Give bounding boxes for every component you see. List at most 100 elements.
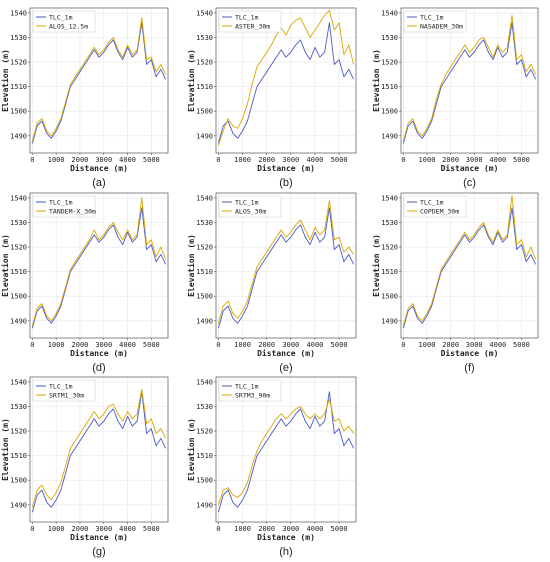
legend-box: [218, 195, 282, 218]
y-tick-label: 1530: [196, 34, 213, 42]
legend-entry: ASTER_30m: [235, 22, 270, 30]
panel-label: (h): [279, 546, 292, 558]
y-tick-label: 1520: [10, 59, 27, 67]
legend-box: [218, 379, 282, 402]
series-line-reference: [402, 22, 537, 144]
panel-f: 0 1000 2000 3000 4000 5000 1490 1500 1510 1520 153…: [371, 192, 539, 374]
y-axis-label: Elevation (m): [371, 234, 381, 297]
legend-entry: TLC_1m: [235, 382, 259, 390]
x-tick-label: 4000: [119, 525, 136, 533]
y-axis-label: Elevation (m): [371, 49, 381, 112]
x-axis-label: Distance (m): [441, 348, 499, 358]
x-tick-label: 3000: [95, 341, 112, 349]
y-tick-label: 1540: [196, 194, 213, 202]
x-tick-label: 5000: [513, 156, 530, 164]
y-tick-label: 1490: [196, 132, 213, 140]
series-line-dem: [31, 17, 167, 141]
panel-d: 0 1000 2000 3000 4000 5000 1490 1500 1510 1520 153…: [0, 192, 169, 374]
panel-label: (d): [92, 362, 105, 374]
series-line-dem: [402, 195, 537, 326]
y-tick-label: 1490: [10, 317, 27, 325]
y-tick-label: 1530: [10, 403, 27, 411]
y-tick-label: 1510: [381, 83, 398, 91]
x-tick-label: 3000: [95, 156, 112, 164]
x-tick-label: 5000: [331, 525, 348, 533]
y-tick-label: 1530: [196, 403, 213, 411]
x-tick-label: 1000: [234, 525, 251, 533]
series-line-reference: [31, 22, 167, 144]
legend-entry: ALOS_30m: [235, 207, 266, 215]
y-tick-label: 1520: [196, 428, 213, 436]
x-tick-label: 1000: [48, 156, 65, 164]
x-tick-label: 1000: [419, 341, 436, 349]
x-tick-label: 2000: [258, 525, 275, 533]
y-tick-label: 1520: [196, 59, 213, 67]
y-tick-label: 1520: [196, 244, 213, 252]
x-axis-label: Distance (m): [441, 163, 499, 173]
panel-g: 0 1000 2000 3000 4000 5000 1490 1500 1510 1520 153…: [0, 376, 169, 558]
x-tick-label: 0: [216, 341, 220, 349]
y-tick-label: 1540: [381, 194, 398, 202]
series-line-reference: [402, 207, 537, 329]
plot-frame: [29, 192, 169, 339]
y-tick-label: 1490: [196, 501, 213, 509]
series-line-dem: [31, 388, 167, 508]
plot-frame: [400, 7, 539, 154]
x-tick-label: 3000: [466, 341, 483, 349]
legend-entry: SRTM3_90m: [235, 391, 270, 399]
y-axis-label: Elevation (m): [0, 234, 10, 297]
y-tick-label: 1510: [10, 452, 27, 460]
x-tick-label: 1000: [234, 341, 251, 349]
x-tick-label: 3000: [282, 341, 299, 349]
x-tick-label: 0: [30, 525, 34, 533]
series-line-dem: [217, 199, 354, 324]
legend-box: [32, 10, 96, 33]
x-tick-label: 2000: [72, 341, 89, 349]
x-tick-label: 4000: [307, 341, 324, 349]
x-tick-label: 3000: [282, 156, 299, 164]
x-tick-label: 4000: [489, 156, 506, 164]
y-tick-label: 1490: [381, 132, 398, 140]
legend-entry: COPDEM_30m: [420, 207, 459, 215]
y-tick-label: 1530: [10, 219, 27, 227]
x-tick-label: 4000: [489, 341, 506, 349]
x-axis-label: Distance (m): [257, 163, 315, 173]
legend-entry: TLC_1m: [235, 198, 259, 206]
y-tick-label: 1510: [10, 83, 27, 91]
plot-frame: [215, 376, 357, 523]
legend-entry: TLC_1m: [49, 13, 73, 21]
y-tick-label: 1520: [381, 244, 398, 252]
y-tick-label: 1490: [196, 317, 213, 325]
y-tick-label: 1520: [10, 244, 27, 252]
legend-entry: NASADEM_30m: [420, 22, 463, 30]
x-tick-label: 3000: [466, 156, 483, 164]
plot-frame: [215, 7, 357, 154]
x-tick-label: 1000: [234, 156, 251, 164]
x-tick-label: 5000: [513, 341, 530, 349]
legend-entry: TLC_1m: [235, 13, 259, 21]
y-tick-label: 1500: [10, 477, 27, 485]
y-axis-label: Elevation (m): [186, 234, 196, 297]
series-line-reference: [217, 391, 355, 513]
panel-label: (f): [464, 362, 474, 374]
y-tick-label: 1540: [381, 9, 398, 17]
legend-box: [403, 195, 467, 218]
y-tick-label: 1490: [10, 501, 27, 509]
y-tick-label: 1490: [381, 317, 398, 325]
x-tick-label: 2000: [258, 156, 275, 164]
legend-box: [403, 10, 467, 33]
y-axis-label: Elevation (m): [0, 49, 10, 112]
series-line-dem: [217, 10, 355, 146]
y-tick-label: 1500: [196, 293, 213, 301]
x-tick-label: 0: [216, 525, 220, 533]
y-axis-label: Elevation (m): [186, 418, 196, 481]
legend-entry: TANDEM-X_30m: [49, 207, 96, 215]
y-tick-label: 1510: [10, 268, 27, 276]
x-tick-label: 0: [30, 341, 34, 349]
y-tick-label: 1540: [10, 378, 27, 386]
legend-entry: TLC_1m: [420, 13, 444, 21]
x-tick-label: 3000: [95, 525, 112, 533]
